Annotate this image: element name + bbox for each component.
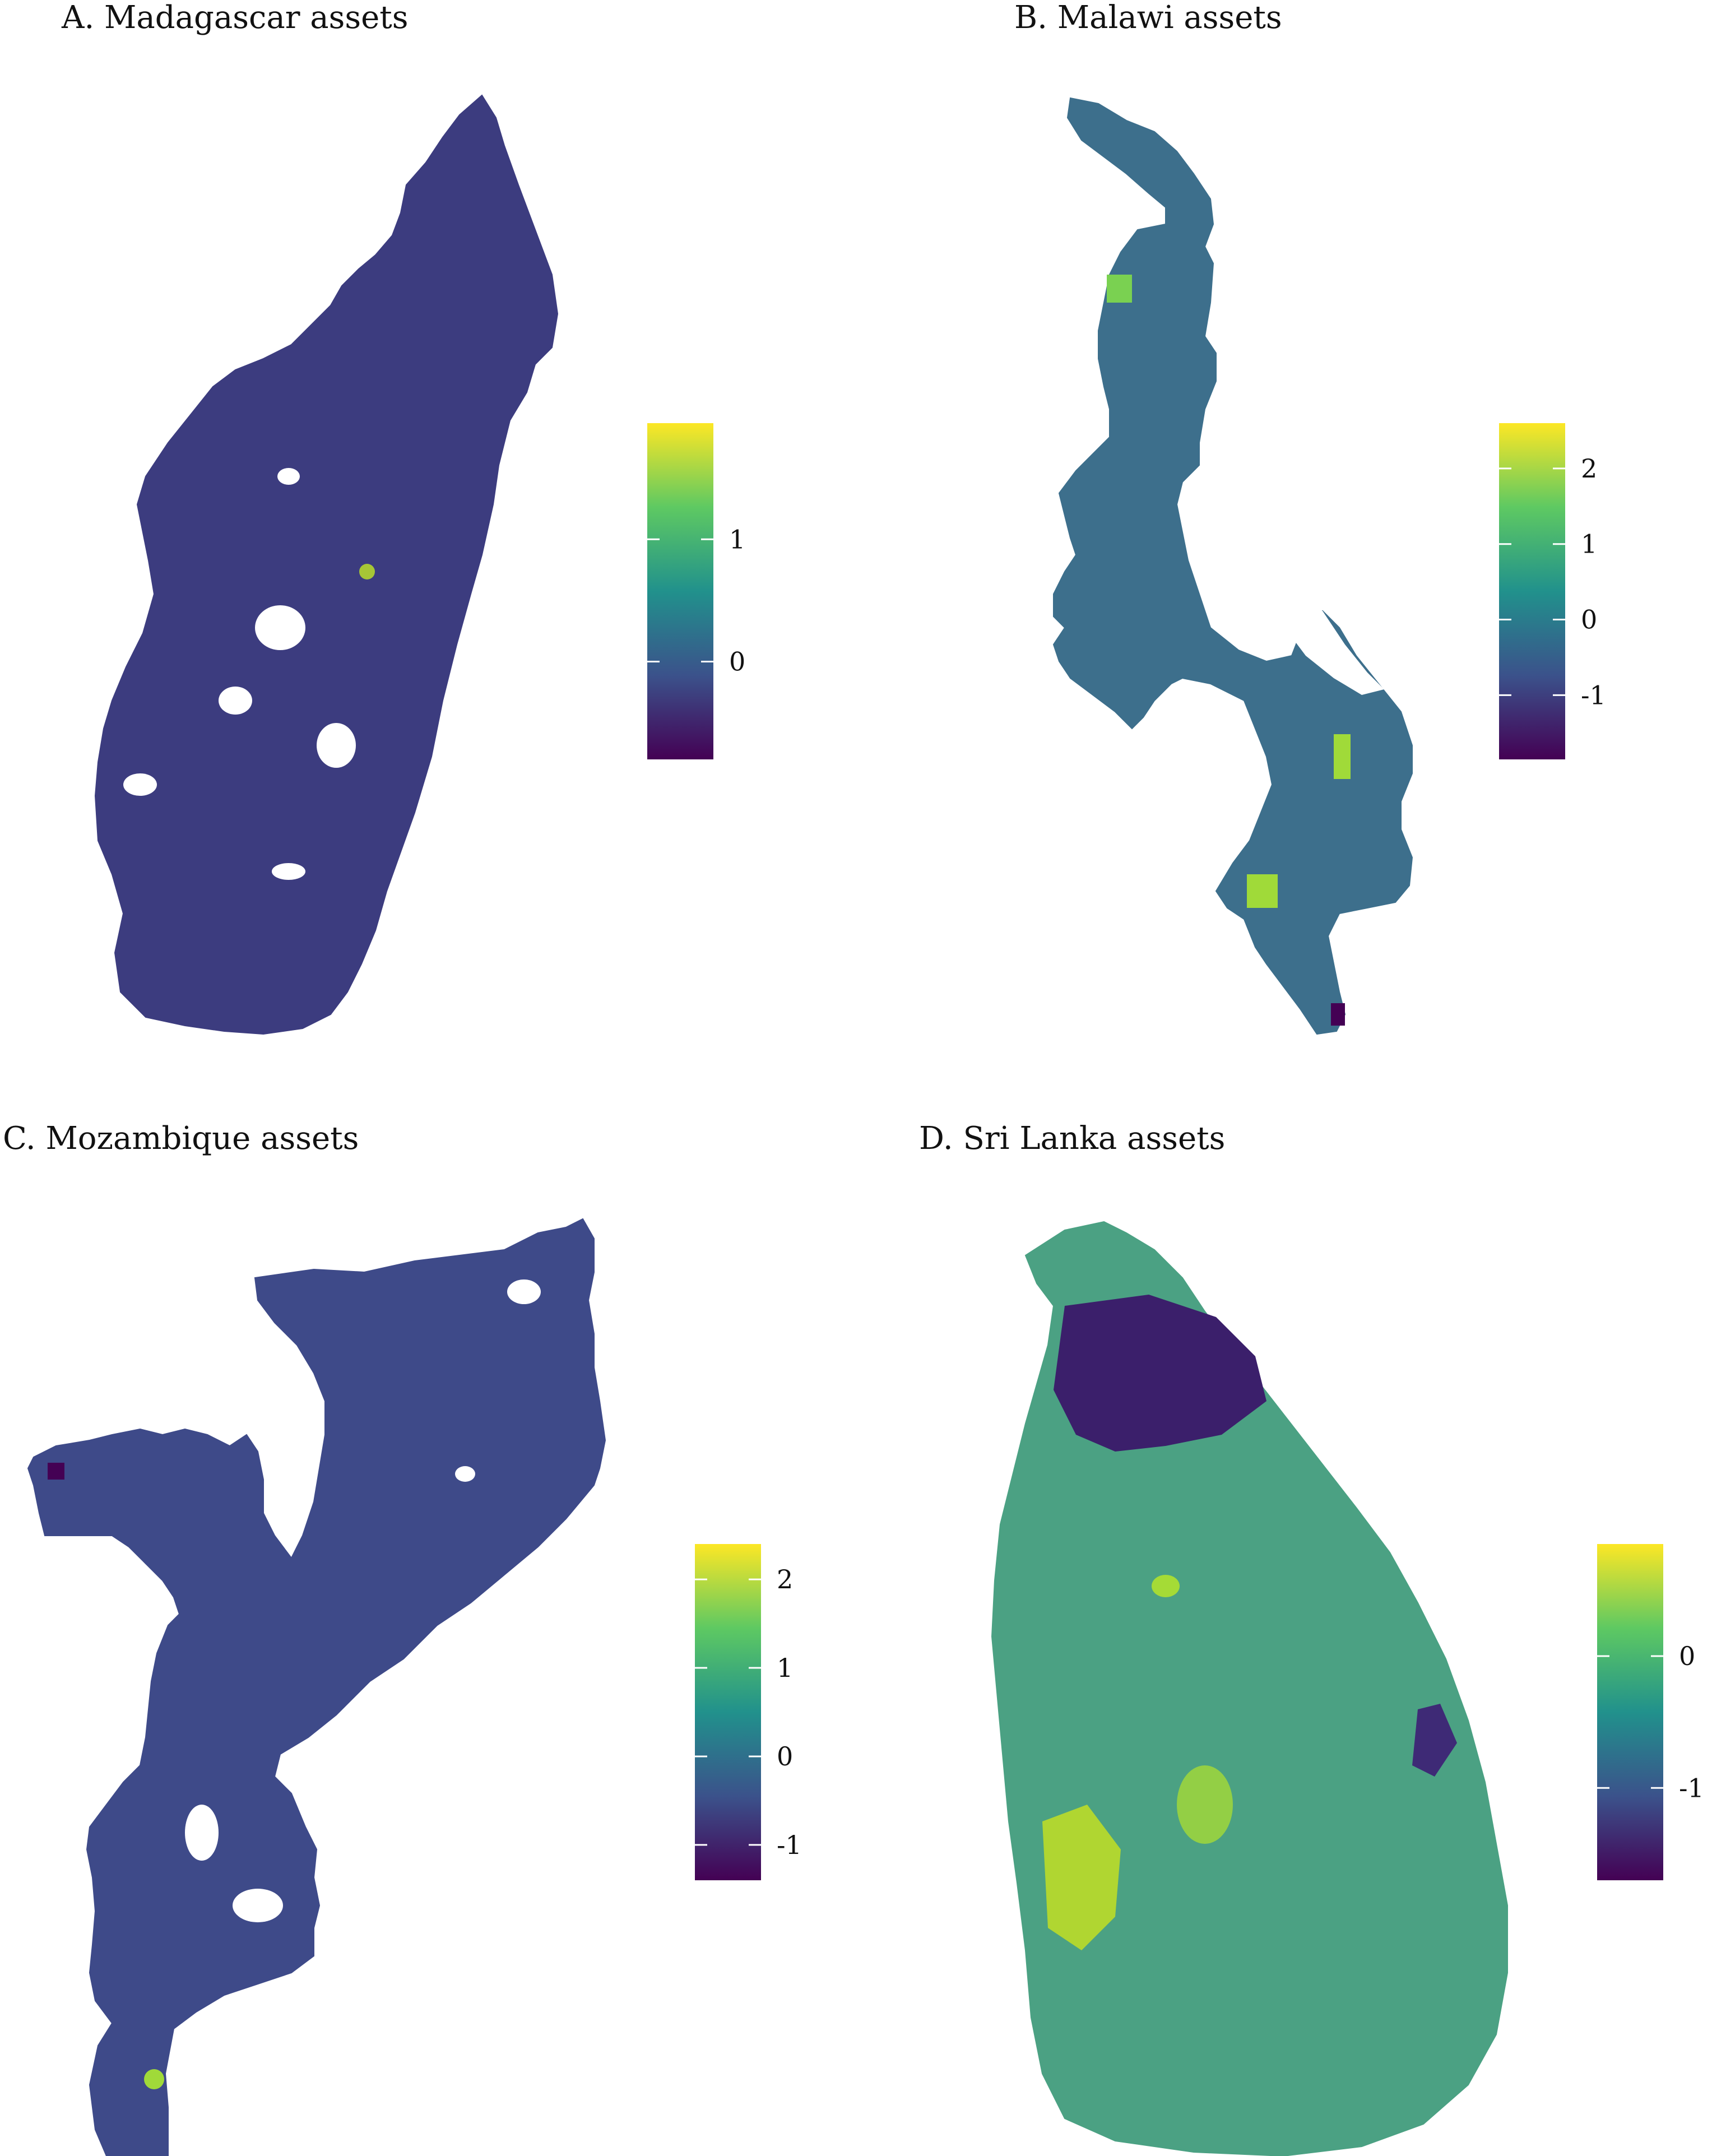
colorbar-srilanka-bar	[1597, 1544, 1663, 1880]
colorbar-malawi: -1 0 1 2	[1499, 423, 1606, 759]
mozambique-outline	[27, 1218, 606, 2156]
panel-srilanka: D. Sri Lanka assets -1 0	[919, 1120, 1704, 2156]
mozambique-lake-4	[233, 1889, 283, 1922]
panel-title-mozambique: C. Mozambique assets	[3, 1120, 359, 1157]
panel-madagascar: A. Madagascar assets 01	[61, 0, 745, 1035]
malawi-high-region-2	[1247, 874, 1278, 908]
madagascar-nodata-1	[255, 605, 305, 650]
srilanka-central-high	[1152, 1575, 1180, 1597]
mozambique-low-region	[48, 1463, 64, 1480]
colorbar-madagascar: 01	[647, 423, 745, 759]
mozambique-hotspot	[144, 2069, 164, 2089]
malawi-high-region-3	[1107, 275, 1132, 303]
colorbar-srilanka: -1 0	[1597, 1544, 1704, 1880]
malawi-lake-nodata	[1289, 600, 1384, 695]
srilanka-hill-high	[1177, 1765, 1233, 1844]
map-madagascar	[94, 94, 559, 1035]
madagascar-outline	[94, 94, 559, 1035]
malawi-high-region-1	[1334, 734, 1351, 779]
colorbar-mozambique-bar	[695, 1544, 761, 1880]
srilanka-west-high	[1042, 1805, 1121, 1950]
colorbar-mozambique-ticks: -1 0 1 2	[695, 1564, 802, 1860]
colorbar-mozambique: -1 0 1 2	[695, 1544, 802, 1880]
mozambique-lake-3	[185, 1805, 219, 1861]
mozambique-lake-1	[507, 1279, 541, 1304]
srilanka-east-low	[1412, 1704, 1457, 1777]
colorbar-tick-label: 1	[729, 524, 745, 554]
colorbar-tick-label: 1	[1581, 529, 1597, 559]
colorbar-tick-label: -1	[777, 1830, 802, 1860]
panel-title-madagascar: A. Madagascar assets	[61, 0, 409, 36]
madagascar-hotspot	[359, 564, 375, 579]
malawi-low-region	[1331, 1003, 1345, 1026]
colorbar-tick-label: 0	[1679, 1641, 1695, 1671]
colorbar-madagascar-ticks: 01	[647, 524, 745, 676]
colorbar-tick-label: 2	[1581, 453, 1597, 484]
colorbar-tick-label: -1	[1581, 680, 1606, 710]
colorbar-malawi-bar	[1499, 423, 1565, 759]
map-srilanka	[991, 1221, 1508, 2156]
panel-title-malawi: B. Malawi assets	[1014, 0, 1282, 36]
colorbar-malawi-ticks: -1 0 1 2	[1499, 453, 1606, 710]
map-malawi	[1052, 97, 1413, 1035]
madagascar-nodata-6	[277, 468, 300, 485]
colorbar-tick-label: 0	[777, 1741, 793, 1772]
srilanka-north-low	[1054, 1295, 1266, 1452]
colorbar-tick-label: 1	[777, 1653, 793, 1683]
malawi-outline	[1052, 97, 1413, 1035]
map-mozambique	[27, 1218, 606, 2156]
panel-mozambique: C. Mozambique assets -1 0 1 2	[3, 1120, 802, 2156]
colorbar-madagascar-bar	[647, 423, 713, 759]
panel-title-srilanka: D. Sri Lanka assets	[919, 1120, 1225, 1157]
panel-malawi: B. Malawi assets -1 0 1 2	[1014, 0, 1606, 1035]
madagascar-nodata-4	[123, 773, 157, 796]
colorbar-tick-label: 0	[729, 646, 745, 676]
madagascar-nodata-5	[272, 863, 305, 880]
mozambique-lake-2	[455, 1466, 475, 1482]
colorbar-tick-label: -1	[1679, 1773, 1704, 1803]
madagascar-nodata-2	[219, 687, 252, 715]
colorbar-srilanka-ticks: -1 0	[1597, 1641, 1704, 1803]
colorbar-tick-label: 2	[777, 1564, 793, 1594]
madagascar-nodata-3	[317, 723, 356, 768]
colorbar-tick-label: 0	[1581, 605, 1597, 635]
